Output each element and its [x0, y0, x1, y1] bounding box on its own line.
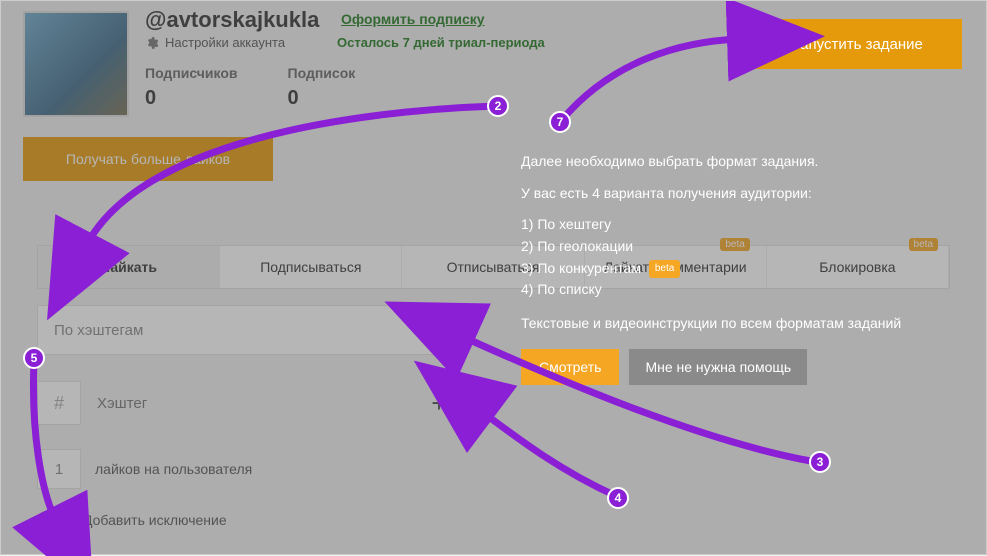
annotation-badge-3: 3	[809, 451, 831, 473]
likes-label: лайков на пользователя	[95, 461, 252, 477]
followers-value: 0	[145, 87, 238, 110]
help-line2: У вас есть 4 варианта получения аудитори…	[521, 183, 961, 205]
stats: Подписчиков 0 Подписок 0	[145, 65, 355, 110]
run-task-button[interactable]: Запустить задание	[752, 19, 962, 69]
tab-follow[interactable]: Подписываться	[220, 246, 402, 288]
exclusion-label: Добавить исключение	[83, 512, 227, 528]
account-settings-link[interactable]: Настройки аккаунта	[145, 35, 285, 50]
source-dropdown[interactable]: По хэштегам	[37, 305, 457, 355]
help-opt3: 3) По конкурентам beta	[521, 258, 961, 280]
add-hashtag-button[interactable]: +	[421, 385, 457, 421]
task-form: По хэштегам # + 1 лайков на пользователя…	[37, 305, 477, 529]
gear-icon	[145, 36, 159, 50]
help-line1: Далее необходимо выбрать формат задания.	[521, 151, 961, 173]
avatar	[23, 11, 129, 117]
following-label: Подписок	[288, 65, 356, 81]
help-panel: Далее необходимо выбрать формат задания.…	[521, 151, 961, 385]
following-value: 0	[288, 87, 356, 110]
help-opt2: 2) По геолокации	[521, 236, 961, 258]
dropdown-label: По хэштегам	[54, 322, 143, 339]
help-line3: Текстовые и видеоинструкции по всем форм…	[521, 313, 961, 335]
hash-icon: #	[37, 381, 81, 425]
help-opt1: 1) По хештегу	[521, 214, 961, 236]
annotation-badge-4: 4	[607, 487, 629, 509]
exclusion-toggle[interactable]	[37, 511, 71, 529]
help-watch-button[interactable]: Смотреть	[521, 349, 619, 385]
help-skip-button[interactable]: Мне не нужна помощь	[629, 349, 807, 385]
get-more-likes-button[interactable]: Получать больше лайков	[23, 137, 273, 181]
tab-like[interactable]: Лайкать	[38, 246, 220, 288]
followers-label: Подписчиков	[145, 65, 238, 81]
likes-count-input[interactable]: 1	[37, 449, 81, 489]
subscribe-link[interactable]: Оформить подписку	[341, 11, 485, 27]
help-opt4: 4) По списку	[521, 279, 961, 301]
hashtag-input[interactable]	[93, 381, 409, 425]
username: @avtorskajkukla	[145, 7, 319, 33]
trial-text: Осталось 7 дней триал-периода	[337, 35, 545, 50]
beta-badge-icon: beta	[649, 260, 680, 278]
settings-label: Настройки аккаунта	[165, 35, 285, 50]
